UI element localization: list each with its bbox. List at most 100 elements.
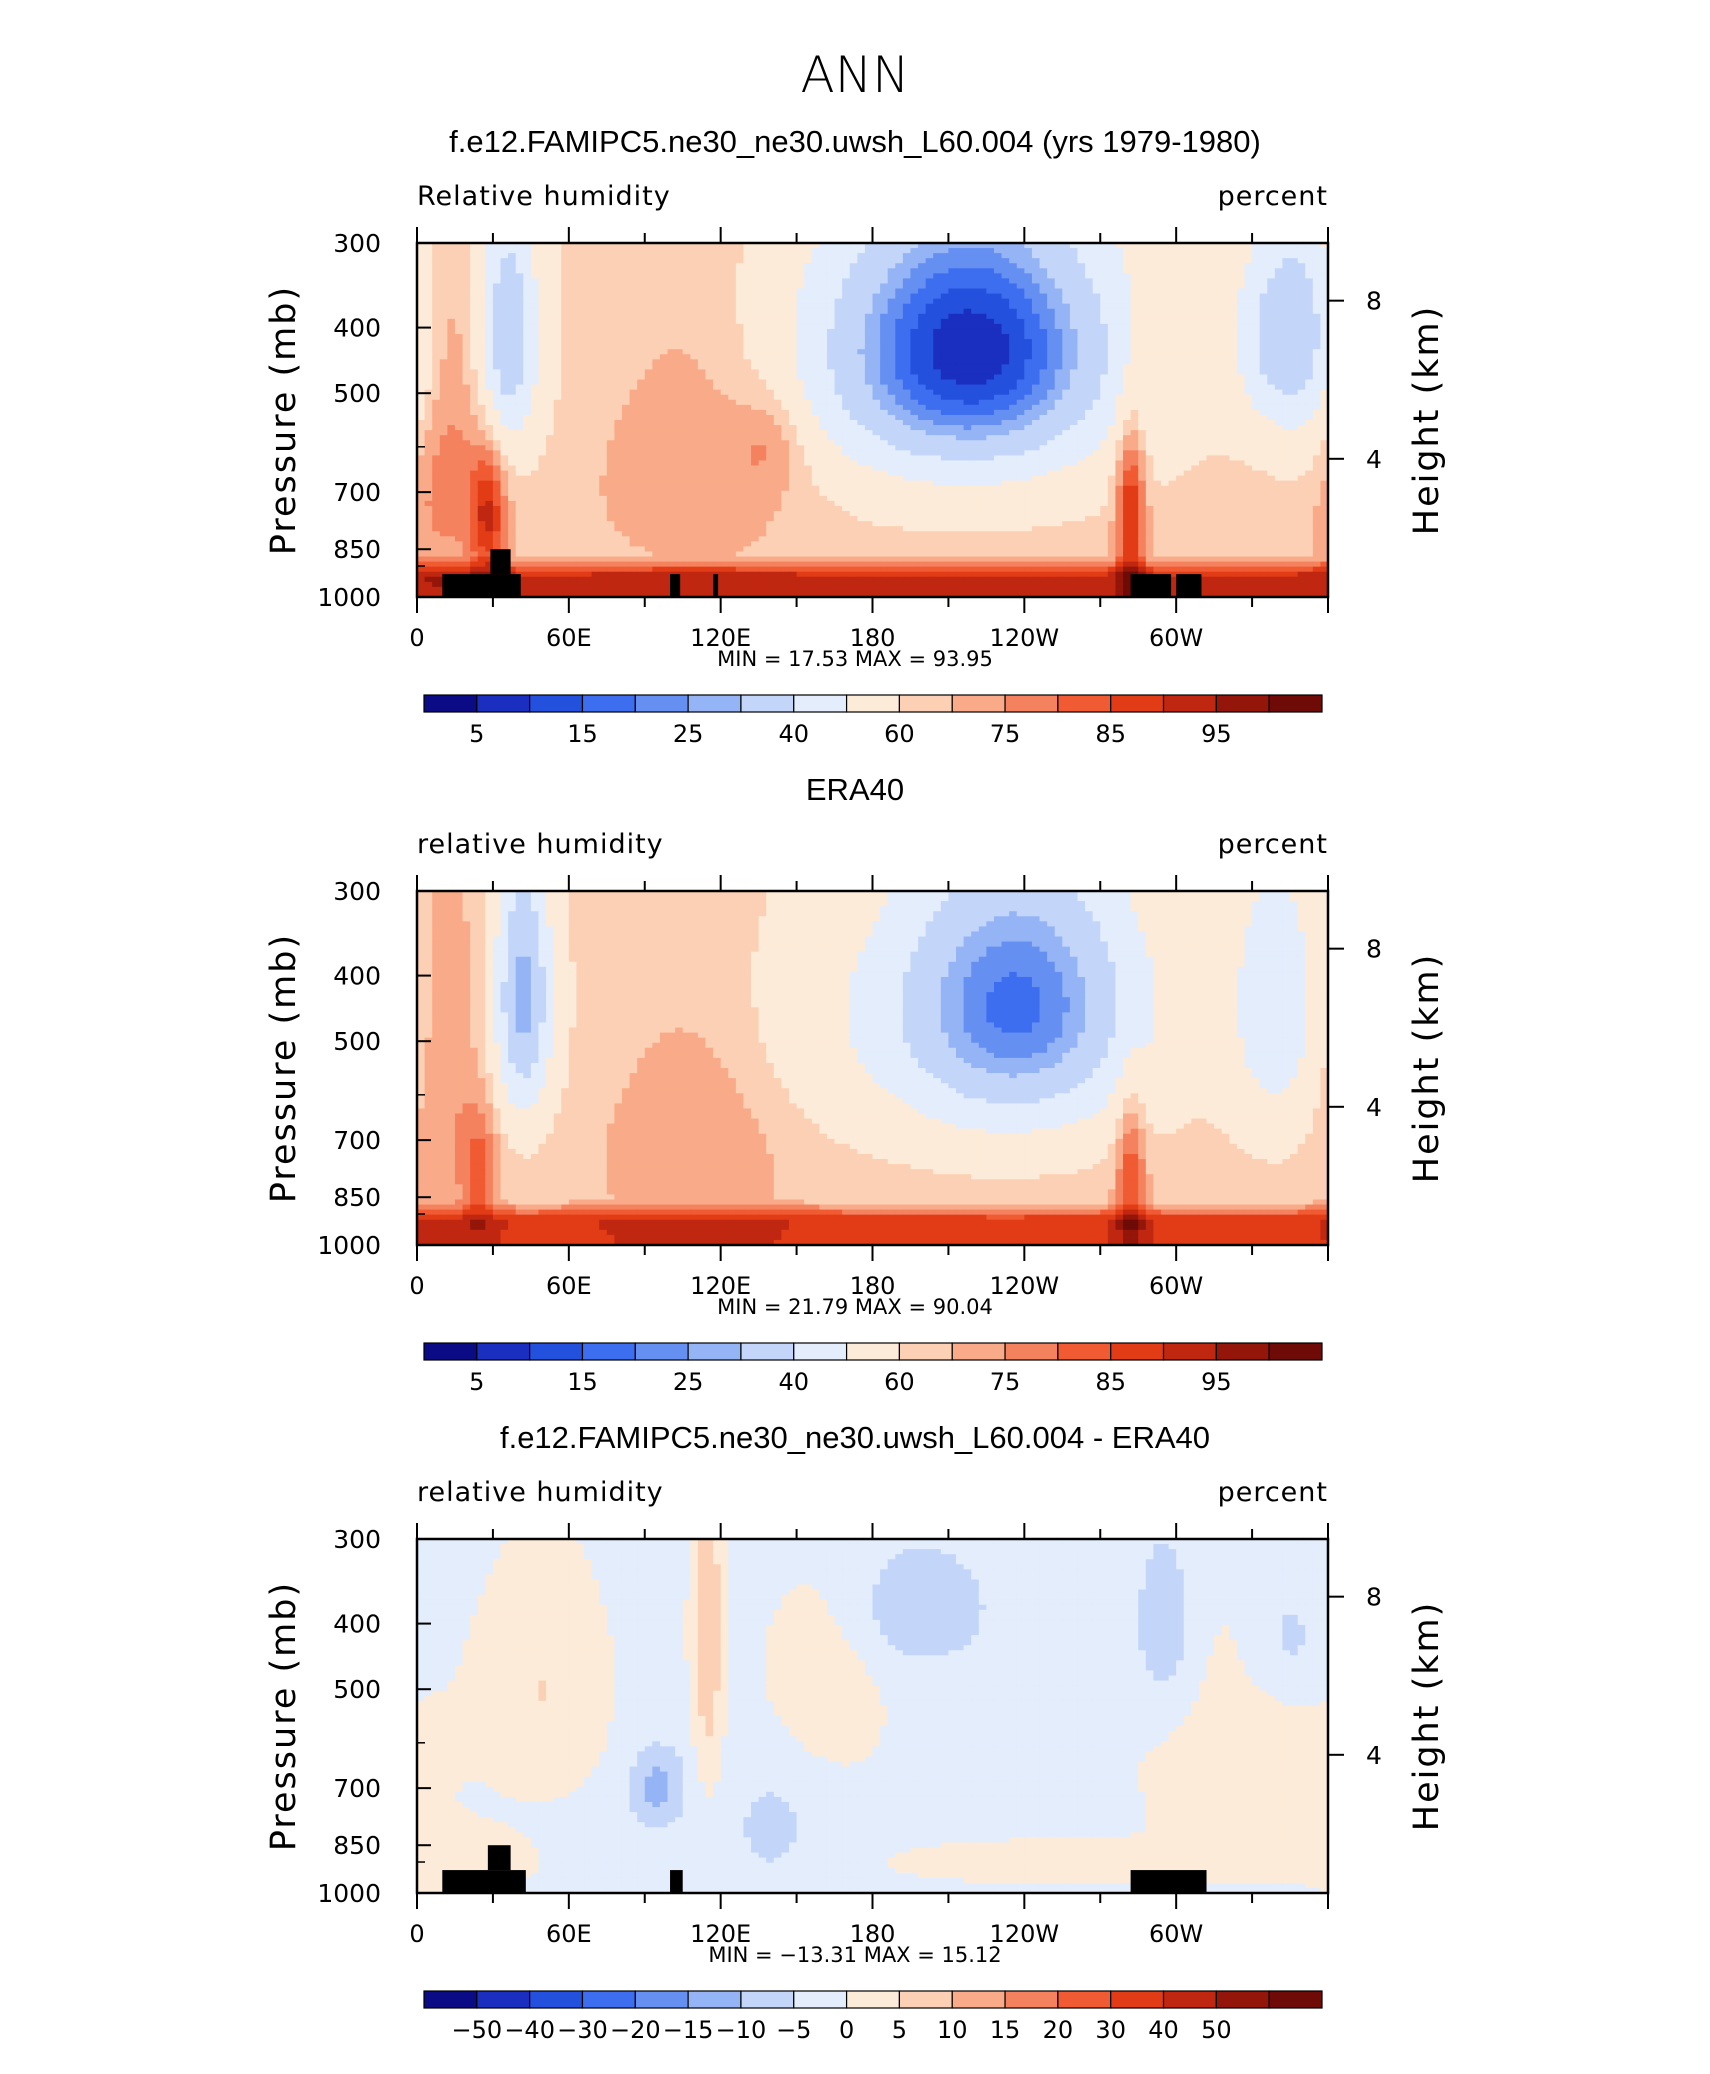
field-cell [819, 334, 827, 340]
field-cell [1115, 258, 1123, 264]
field-cell [508, 258, 516, 264]
field-cell [1070, 440, 1078, 446]
field-cell [425, 304, 433, 310]
field-cell [903, 374, 911, 380]
field-cell [660, 405, 668, 411]
field-cell [728, 334, 736, 340]
field-cell [1229, 319, 1237, 325]
field-cell [1009, 283, 1017, 289]
field-cell [1244, 435, 1252, 441]
field-cell [1229, 374, 1237, 380]
field-cell [766, 324, 774, 330]
field-cell [1207, 395, 1215, 401]
field-cell [933, 354, 941, 360]
field-cell [910, 359, 918, 365]
field-cell [1017, 294, 1025, 300]
field-cell [1184, 430, 1192, 436]
field-cell [865, 405, 873, 411]
field-cell [592, 359, 600, 365]
field-cell [569, 410, 577, 416]
field-cell [675, 248, 683, 254]
field-cell [1108, 374, 1116, 380]
field-cell [736, 349, 744, 355]
field-cell [1017, 334, 1025, 340]
field-cell [1305, 268, 1313, 274]
field-cell [1040, 268, 1048, 274]
field-cell [1146, 380, 1154, 386]
field-cell [1169, 400, 1177, 406]
field-cell [432, 349, 440, 355]
field-cell [941, 440, 949, 446]
field-cell [1093, 253, 1101, 259]
field-cell [873, 299, 881, 305]
field-cell [1002, 253, 1010, 259]
field-cell [926, 440, 934, 446]
field-cell [774, 405, 782, 411]
field-cell [1153, 329, 1161, 335]
field-cell [948, 369, 956, 375]
field-cell [645, 405, 653, 411]
field-cell [660, 450, 668, 456]
field-cell [728, 283, 736, 289]
field-cell [1047, 334, 1055, 340]
field-cell [903, 400, 911, 406]
field-cell [1153, 369, 1161, 375]
field-cell [1161, 390, 1169, 396]
field-cell [432, 435, 440, 441]
field-cell [432, 263, 440, 269]
field-cell [1275, 263, 1283, 269]
field-cell [956, 380, 964, 386]
field-cell [766, 263, 774, 269]
field-cell [683, 440, 691, 446]
field-cell [948, 299, 956, 305]
field-cell [440, 258, 448, 264]
field-cell [1146, 334, 1154, 340]
field-cell [1093, 420, 1101, 426]
field-cell [964, 299, 972, 305]
field-cell [964, 344, 972, 350]
field-cell [873, 314, 881, 320]
field-cell [660, 420, 668, 426]
field-cell [948, 354, 956, 360]
field-cell [630, 415, 638, 421]
field-cell [675, 289, 683, 295]
field-cell [1077, 349, 1085, 355]
field-cell [1244, 329, 1252, 335]
field-cell [675, 369, 683, 375]
field-cell [804, 445, 812, 451]
field-cell [614, 319, 622, 325]
field-cell [948, 319, 956, 325]
field-cell [819, 415, 827, 421]
field-cell [895, 309, 903, 315]
field-cell [1275, 415, 1283, 421]
field-cell [789, 390, 797, 396]
field-cell [827, 289, 835, 295]
field-cell [1169, 289, 1177, 295]
field-cell [781, 263, 789, 269]
field-cell [903, 405, 911, 411]
field-cell [1275, 395, 1283, 401]
field-cell [1153, 334, 1161, 340]
field-cell [1214, 425, 1222, 431]
field-cell [986, 430, 994, 436]
field-cell [637, 354, 645, 360]
field-cell [705, 359, 713, 365]
field-cell [781, 405, 789, 411]
field-cell [721, 450, 729, 456]
field-cell [1017, 400, 1025, 406]
field-cell [1002, 369, 1010, 375]
field-cell [941, 349, 949, 355]
field-cell [1267, 268, 1275, 274]
field-cell [964, 435, 972, 441]
field-cell [812, 344, 820, 350]
field-cell [630, 430, 638, 436]
field-cell [1176, 294, 1184, 300]
field-cell [1169, 354, 1177, 360]
field-cell [546, 420, 554, 426]
field-cell [971, 430, 979, 436]
field-cell [1009, 258, 1017, 264]
field-cell [425, 354, 433, 360]
field-cell [432, 420, 440, 426]
field-cell [933, 395, 941, 401]
field-cell [888, 354, 896, 360]
